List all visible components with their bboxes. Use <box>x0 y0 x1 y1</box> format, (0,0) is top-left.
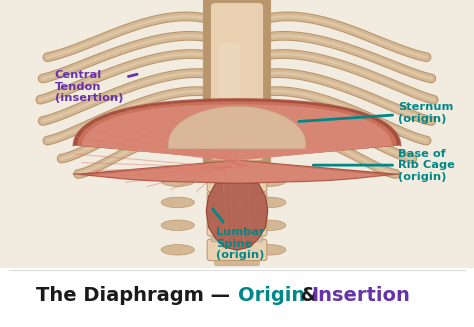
Ellipse shape <box>161 220 194 231</box>
FancyBboxPatch shape <box>207 192 267 213</box>
Ellipse shape <box>161 176 194 186</box>
FancyBboxPatch shape <box>215 208 259 218</box>
FancyBboxPatch shape <box>210 3 264 161</box>
Polygon shape <box>73 99 401 183</box>
Text: Sternum
(origin): Sternum (origin) <box>299 102 454 124</box>
FancyBboxPatch shape <box>0 0 474 268</box>
FancyBboxPatch shape <box>207 239 267 261</box>
FancyBboxPatch shape <box>211 211 263 217</box>
Text: Insertion: Insertion <box>311 286 410 305</box>
Ellipse shape <box>161 197 194 208</box>
Ellipse shape <box>253 245 286 255</box>
FancyBboxPatch shape <box>207 170 267 192</box>
FancyBboxPatch shape <box>211 235 263 242</box>
Ellipse shape <box>161 245 194 255</box>
Text: Origin: Origin <box>238 286 306 305</box>
FancyBboxPatch shape <box>207 215 267 236</box>
Text: Base of
Rib Cage
(origin): Base of Rib Cage (origin) <box>313 148 455 182</box>
Text: The Diaphragm —: The Diaphragm — <box>36 286 237 305</box>
Text: Central
Tendon
(insertion): Central Tendon (insertion) <box>55 70 137 103</box>
FancyBboxPatch shape <box>215 256 259 266</box>
Polygon shape <box>77 101 397 183</box>
Polygon shape <box>206 183 268 250</box>
FancyBboxPatch shape <box>215 187 259 197</box>
FancyBboxPatch shape <box>215 231 259 241</box>
FancyBboxPatch shape <box>203 0 271 166</box>
Polygon shape <box>168 106 306 149</box>
Ellipse shape <box>253 176 286 186</box>
Ellipse shape <box>253 197 286 208</box>
FancyBboxPatch shape <box>211 188 263 195</box>
Polygon shape <box>82 104 392 183</box>
Text: Lumbar
Spine
(origin): Lumbar Spine (origin) <box>213 209 264 260</box>
Ellipse shape <box>253 220 286 231</box>
FancyBboxPatch shape <box>219 43 240 152</box>
Text: &: & <box>294 286 324 305</box>
